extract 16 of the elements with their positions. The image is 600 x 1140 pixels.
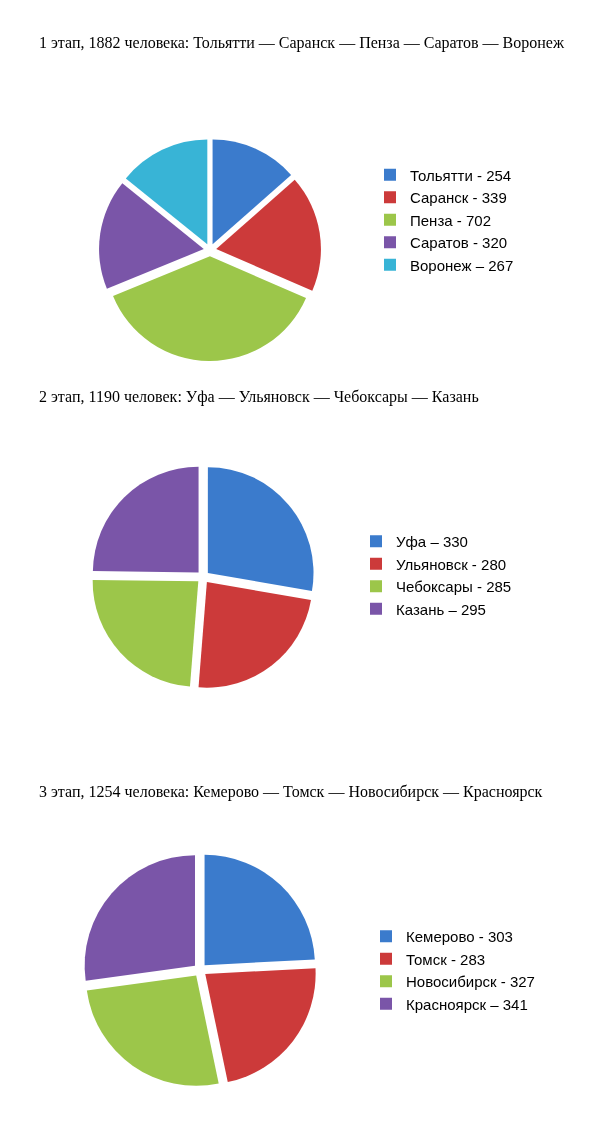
legend-label: Чебоксары - 285: [396, 578, 512, 596]
legend-label: Кемерово - 303: [406, 928, 513, 946]
legend-label: Томск - 283: [406, 950, 486, 968]
legend-label: Тольятти - 254: [410, 166, 512, 184]
legend-label: Саранск - 339: [410, 189, 507, 207]
chart-title: 2 этап, 1190 человек: Уфа — Ульяновск — Чебоксары — Казань: [39, 388, 479, 406]
legend-label: Красноярск – 341: [406, 995, 528, 1013]
chart-title: 3 этап, 1254 человека: Кемерово — Томск — Новосибирск — Красноярск: [39, 783, 543, 801]
legend-label: Ульяновск - 280: [396, 555, 507, 573]
legend-label: Новосибирск - 327: [406, 973, 535, 991]
legend-label: Саратов - 320: [410, 234, 508, 252]
chart-title: 1 этап, 1882 человека: Тольятти — Саранск — Пенза — Саратов — Воронеж: [39, 34, 565, 52]
legend-label: Казань – 295: [396, 600, 486, 618]
legend-label: Пенза - 702: [410, 211, 491, 229]
legend-label: Воронеж – 267: [410, 256, 514, 274]
legend-label: Уфа – 330: [396, 533, 468, 551]
